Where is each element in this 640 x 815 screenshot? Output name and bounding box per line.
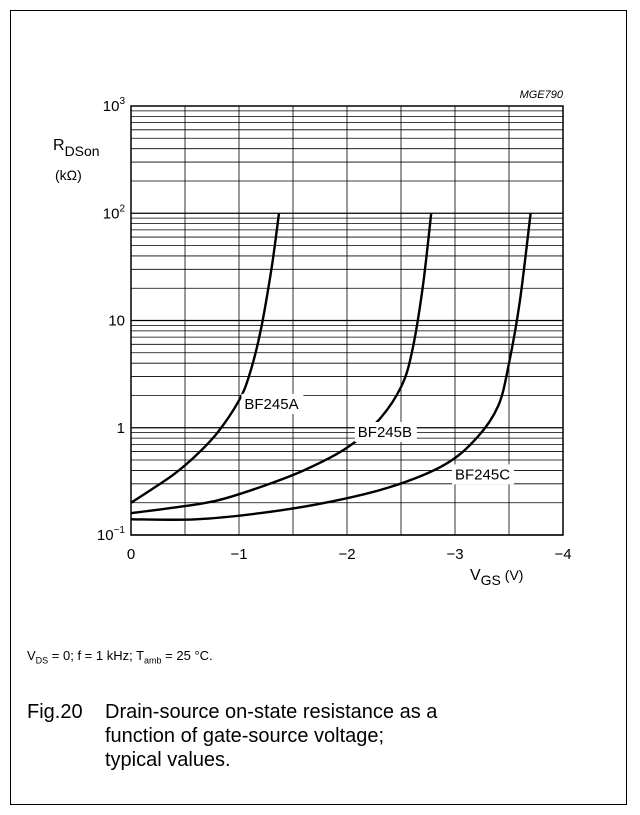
y-tick-base: 10 bbox=[103, 205, 120, 222]
series-label-bg bbox=[452, 464, 514, 485]
test-conditions: VDS = 0; f = 1 kHz; Tamb = 25 °C. bbox=[27, 648, 213, 666]
x-tick-label: −4 bbox=[554, 546, 571, 563]
y-axis-subscript: DSon bbox=[65, 143, 100, 159]
y-tick-base: 10 bbox=[103, 98, 120, 115]
caption-line-3: typical values. bbox=[105, 749, 231, 771]
y-tick-label: 10−1 bbox=[97, 525, 126, 544]
series-label-bf245c: BF245C bbox=[455, 466, 510, 483]
y-tick-exponent: 3 bbox=[119, 96, 125, 107]
conditions-t-sub: amb bbox=[144, 655, 162, 666]
x-tick-label: −2 bbox=[338, 546, 355, 563]
caption-line-1: Drain-source on-state resistance as a bbox=[105, 701, 438, 723]
y-tick-exponent: −1 bbox=[114, 525, 126, 536]
figure-frame bbox=[10, 10, 627, 805]
conditions-text-end: = 25 °C. bbox=[161, 648, 213, 663]
conditions-v: V bbox=[27, 648, 36, 663]
y-tick-base: 10 bbox=[108, 313, 125, 330]
y-tick-label: 103 bbox=[103, 96, 126, 115]
y-tick-exponent: 2 bbox=[119, 203, 125, 214]
y-axis-unit: (kΩ) bbox=[55, 167, 82, 183]
series-line-bf245c bbox=[130, 213, 532, 521]
plot-border bbox=[130, 105, 564, 536]
y-tick-base: 1 bbox=[117, 420, 125, 437]
figure-caption: Fig.20 Drain-source on-state resistance a… bbox=[27, 700, 437, 772]
figure-number: Fig.20 bbox=[27, 701, 83, 723]
series-label-bg bbox=[241, 393, 304, 414]
x-tick-label: −3 bbox=[446, 546, 463, 563]
figure-code: MGE790 bbox=[520, 89, 564, 101]
series-label-bf245a: BF245A bbox=[244, 396, 298, 413]
x-tick-label: 0 bbox=[127, 546, 135, 563]
y-tick-base: 10 bbox=[97, 527, 114, 544]
y-axis-symbol: R bbox=[53, 137, 65, 154]
x-axis-symbol: V bbox=[470, 567, 481, 584]
x-tick-label: −1 bbox=[230, 546, 247, 563]
x-axis-unit: (V) bbox=[501, 567, 524, 583]
series-label-bg bbox=[354, 421, 417, 442]
y-tick-label: 10 bbox=[108, 313, 125, 330]
y-axis-label: RDSon bbox=[53, 137, 100, 159]
y-tick-label: 1 bbox=[117, 420, 125, 437]
conditions-text: = 0; f = 1 kHz; T bbox=[48, 648, 145, 663]
conditions-v-sub: DS bbox=[35, 655, 49, 666]
series-line-bf245b bbox=[130, 213, 433, 515]
x-axis-subscript: GS bbox=[481, 572, 501, 588]
series-line-bf245a bbox=[130, 213, 281, 504]
caption-line-2: function of gate-source voltage; bbox=[105, 725, 385, 747]
x-axis-label: VGS (V) bbox=[470, 567, 523, 588]
y-tick-label: 102 bbox=[103, 203, 126, 222]
series-label-bf245b: BF245B bbox=[358, 424, 412, 441]
